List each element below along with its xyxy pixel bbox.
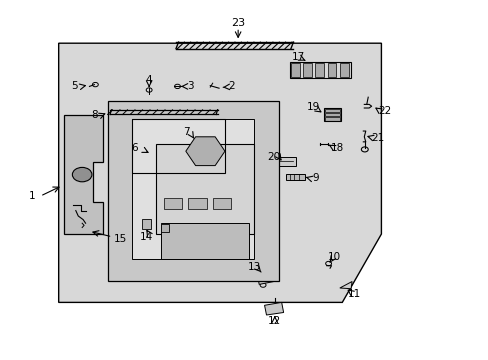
Polygon shape bbox=[156, 144, 254, 234]
Text: 15: 15 bbox=[113, 234, 127, 244]
Text: 17: 17 bbox=[291, 51, 305, 62]
Polygon shape bbox=[161, 223, 249, 259]
Bar bbox=[285, 174, 304, 180]
Polygon shape bbox=[59, 43, 381, 302]
Polygon shape bbox=[264, 302, 283, 315]
Bar bbox=[325, 117, 339, 121]
Polygon shape bbox=[339, 282, 351, 289]
Circle shape bbox=[72, 167, 92, 182]
Text: 1: 1 bbox=[28, 191, 35, 201]
Text: 3: 3 bbox=[187, 81, 194, 91]
Bar bbox=[324, 108, 340, 121]
Text: 4: 4 bbox=[145, 75, 152, 85]
Text: 7: 7 bbox=[183, 127, 190, 137]
Polygon shape bbox=[258, 275, 273, 284]
Text: 23: 23 bbox=[231, 18, 244, 28]
Bar bbox=[212, 198, 231, 209]
Text: 18: 18 bbox=[330, 143, 344, 153]
Bar bbox=[325, 113, 339, 116]
Bar bbox=[303, 63, 311, 77]
Text: 16: 16 bbox=[170, 234, 184, 244]
Bar bbox=[289, 62, 350, 78]
Text: 10: 10 bbox=[327, 252, 340, 262]
Bar bbox=[188, 198, 206, 209]
Bar bbox=[339, 63, 348, 77]
Polygon shape bbox=[132, 119, 254, 259]
Bar bbox=[161, 224, 169, 232]
Text: 21: 21 bbox=[370, 132, 384, 143]
Text: 9: 9 bbox=[311, 173, 318, 183]
Text: 14: 14 bbox=[140, 232, 153, 242]
Text: 5: 5 bbox=[71, 81, 78, 91]
Bar bbox=[290, 63, 299, 77]
Polygon shape bbox=[107, 101, 278, 281]
Text: 19: 19 bbox=[305, 102, 319, 112]
Text: 6: 6 bbox=[131, 143, 138, 153]
Text: 2: 2 bbox=[227, 81, 234, 91]
Bar bbox=[327, 63, 336, 77]
Text: 22: 22 bbox=[378, 105, 391, 116]
Polygon shape bbox=[63, 115, 102, 234]
Text: 12: 12 bbox=[267, 316, 281, 326]
Bar bbox=[163, 198, 182, 209]
Bar bbox=[315, 63, 324, 77]
Text: 8: 8 bbox=[91, 110, 98, 120]
Text: 13: 13 bbox=[247, 262, 261, 272]
Bar bbox=[142, 219, 150, 229]
Bar bbox=[276, 157, 295, 166]
Bar bbox=[325, 109, 339, 112]
Text: 11: 11 bbox=[346, 289, 360, 299]
Text: 20: 20 bbox=[267, 152, 280, 162]
Polygon shape bbox=[185, 137, 224, 166]
